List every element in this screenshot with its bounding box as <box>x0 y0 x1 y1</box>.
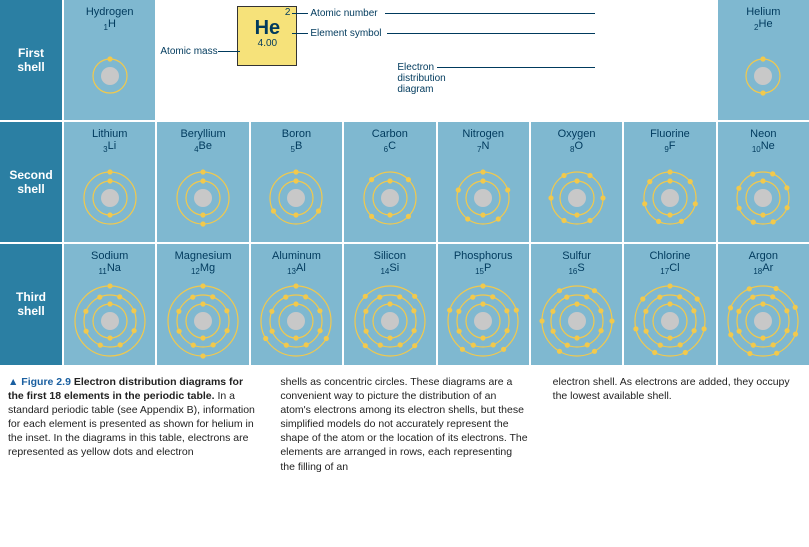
electron-diagram <box>70 158 150 238</box>
element-name: Silicon <box>348 250 431 262</box>
caption-text-2: shells as concentric circles. These diag… <box>280 376 527 473</box>
electron-diagram <box>256 281 336 361</box>
element-cell-cl: Chlorine 17Cl <box>624 244 715 364</box>
element-cell-si: Silicon 14Si <box>344 244 435 364</box>
element-symbol: 7N <box>442 140 525 154</box>
element-name: Helium <box>722 6 805 18</box>
element-cell-he: Helium 2He <box>718 0 809 120</box>
figure-label: ▲ Figure 2.9 <box>8 376 71 388</box>
element-name: Carbon <box>348 128 431 140</box>
element-name: Chlorine <box>628 250 711 262</box>
electron-diagram <box>723 158 803 238</box>
electron-diagram <box>630 158 710 238</box>
element-symbol: 13Al <box>255 262 338 276</box>
element-cell-ar: Argon 18Ar <box>718 244 809 364</box>
caption-text-3: electron shell. As electrons are added, … <box>553 376 790 402</box>
element-symbol: 16S <box>535 262 618 276</box>
electron-diagram <box>630 281 710 361</box>
electron-diagram <box>70 36 150 116</box>
element-symbol: 15P <box>442 262 525 276</box>
electron-diagram <box>350 158 430 238</box>
element-cell-li: Lithium 3Li <box>64 122 155 242</box>
legend-atomic-mass-label: Atomic mass <box>160 46 217 57</box>
element-name: Magnesium <box>161 250 244 262</box>
electron-diagram <box>443 281 523 361</box>
element-symbol: 17Cl <box>628 262 711 276</box>
element-symbol: 4Be <box>161 140 244 154</box>
element-symbol: 5B <box>255 140 338 154</box>
element-cell-n: Nitrogen 7N <box>438 122 529 242</box>
element-name: Aluminum <box>255 250 338 262</box>
legend-element-tile: 2 He 4.00 <box>237 6 297 66</box>
legend-atomic-mass-value: 4.00 <box>238 38 296 49</box>
electron-diagram <box>443 158 523 238</box>
caption-col-1: ▲ Figure 2.9 Electron distribution diagr… <box>8 375 256 474</box>
figure-caption: ▲ Figure 2.9 Electron distribution diagr… <box>0 365 809 478</box>
electron-diagram <box>163 281 243 361</box>
element-cell-h: Hydrogen 1H <box>64 0 155 120</box>
electron-diagram <box>350 281 430 361</box>
element-cell-ne: Neon 10Ne <box>718 122 809 242</box>
element-symbol: 10Ne <box>722 140 805 154</box>
legend-panel: 2 He 4.00 Atomic number Atomic mass Elem… <box>157 0 715 120</box>
electron-diagram <box>256 158 336 238</box>
element-name: Oxygen <box>535 128 618 140</box>
element-name: Beryllium <box>161 128 244 140</box>
element-name: Phosphorus <box>442 250 525 262</box>
element-name: Sodium <box>68 250 151 262</box>
element-cell-c: Carbon 6C <box>344 122 435 242</box>
element-name: Nitrogen <box>442 128 525 140</box>
electron-diagram <box>70 281 150 361</box>
element-cell-o: Oxygen 8O <box>531 122 622 242</box>
element-cell-be: Beryllium 4Be <box>157 122 248 242</box>
element-cell-na: Sodium 11Na <box>64 244 155 364</box>
element-symbol: 3Li <box>68 140 151 154</box>
element-cell-s: Sulfur 16S <box>531 244 622 364</box>
shell-row-label: Thirdshell <box>0 244 62 364</box>
element-symbol: 9F <box>628 140 711 154</box>
legend-element-symbol-value: He <box>238 18 296 38</box>
electron-diagram <box>163 158 243 238</box>
element-name: Boron <box>255 128 338 140</box>
element-symbol: 1H <box>68 18 151 32</box>
element-name: Neon <box>722 128 805 140</box>
element-cell-mg: Magnesium 12Mg <box>157 244 248 364</box>
element-symbol: 12Mg <box>161 262 244 276</box>
shell-row-label: Secondshell <box>0 122 62 242</box>
element-symbol: 18Ar <box>722 262 805 276</box>
element-cell-p: Phosphorus 15P <box>438 244 529 364</box>
element-symbol: 2He <box>722 18 805 32</box>
caption-col-3: electron shell. As electrons are added, … <box>553 375 801 474</box>
element-cell-f: Fluorine 9F <box>624 122 715 242</box>
element-symbol: 14Si <box>348 262 431 276</box>
caption-col-2: shells as concentric circles. These diag… <box>280 375 528 474</box>
legend-atomic-number-label: Atomic number <box>310 8 377 19</box>
electron-diagram <box>723 281 803 361</box>
shell-row-label: Firstshell <box>0 0 62 120</box>
periodic-table-grid: Firstshell Hydrogen 1H 2 He 4.00 Atomic … <box>0 0 809 365</box>
element-symbol: 11Na <box>68 262 151 276</box>
electron-diagram <box>537 281 617 361</box>
element-name: Argon <box>722 250 805 262</box>
element-symbol: 6C <box>348 140 431 154</box>
element-name: Lithium <box>68 128 151 140</box>
element-cell-b: Boron 5B <box>251 122 342 242</box>
element-name: Hydrogen <box>68 6 151 18</box>
legend-element-symbol-label: Element symbol <box>310 28 381 39</box>
element-symbol: 8O <box>535 140 618 154</box>
electron-diagram <box>723 36 803 116</box>
element-name: Sulfur <box>535 250 618 262</box>
element-name: Fluorine <box>628 128 711 140</box>
element-cell-al: Aluminum 13Al <box>251 244 342 364</box>
electron-diagram <box>537 158 617 238</box>
